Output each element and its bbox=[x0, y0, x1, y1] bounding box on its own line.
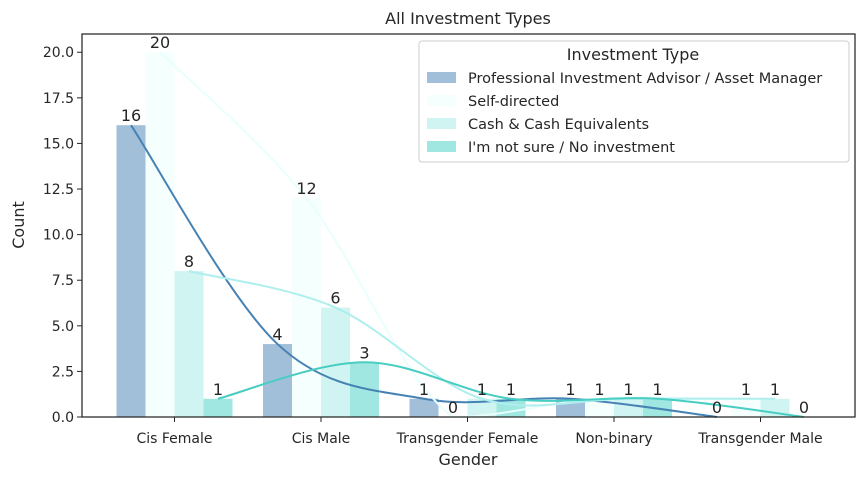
bar bbox=[585, 398, 614, 417]
bar-value-label: 1 bbox=[506, 380, 516, 399]
legend: Investment Type Professional Investment … bbox=[418, 40, 850, 163]
bar bbox=[203, 398, 233, 417]
legend-swatch bbox=[427, 118, 456, 129]
bar bbox=[145, 52, 175, 417]
x-tick-label: Transgender Male bbox=[697, 431, 822, 447]
y-tick-label: 15.0 bbox=[43, 136, 74, 152]
bar-value-label: 8 bbox=[184, 252, 194, 271]
bar bbox=[409, 398, 439, 417]
legend-label: Cash & Cash Equivalents bbox=[468, 117, 649, 133]
legend-swatch bbox=[427, 72, 456, 83]
bar-value-label: 12 bbox=[296, 179, 316, 198]
bar bbox=[321, 307, 350, 417]
bar bbox=[614, 398, 643, 417]
trend-line bbox=[217, 361, 805, 418]
bar-value-label: 0 bbox=[712, 398, 722, 417]
bar-value-label: 1 bbox=[741, 380, 751, 399]
x-tick-label: Cis Female bbox=[136, 431, 212, 447]
y-tick-label: 7.5 bbox=[52, 273, 74, 289]
bar bbox=[467, 398, 497, 417]
bar-value-label: 1 bbox=[652, 380, 662, 399]
y-axis-title: Count bbox=[9, 201, 28, 249]
trend-line bbox=[130, 124, 718, 418]
y-tick-label: 12.5 bbox=[43, 182, 74, 198]
y-tick-label: 5.0 bbox=[52, 319, 74, 335]
y-tick-label: 17.5 bbox=[43, 91, 74, 107]
legend-label: Professional Investment Advisor / Asset … bbox=[468, 71, 822, 87]
bar-value-label: 20 bbox=[150, 33, 170, 52]
legend-title: Investment Type bbox=[567, 45, 699, 64]
bar-value-label: 1 bbox=[770, 380, 780, 399]
legend-swatch bbox=[427, 95, 456, 106]
y-tick-label: 10.0 bbox=[43, 228, 74, 244]
bar bbox=[292, 198, 321, 417]
y-axis: 0.0 2.5 5.0 7.5 10.0 12.5 15.0 17.5 20.0 bbox=[43, 45, 82, 426]
x-tick-label: Non-binary bbox=[575, 431, 652, 447]
x-tick-label: Transgender Female bbox=[396, 431, 539, 447]
bar-value-label: 3 bbox=[359, 343, 369, 362]
bar-value-label: 0 bbox=[799, 398, 809, 417]
bar bbox=[174, 271, 204, 417]
legend-items: Professional Investment Advisor / Asset … bbox=[427, 71, 822, 156]
y-tick-label: 2.5 bbox=[52, 364, 74, 380]
y-tick-label: 0.0 bbox=[52, 410, 74, 426]
bar-value-label: 1 bbox=[594, 380, 604, 399]
chart-title: All Investment Types bbox=[385, 9, 551, 28]
y-tick-label: 20.0 bbox=[43, 45, 74, 61]
bar-value-label: 1 bbox=[477, 380, 487, 399]
legend-swatch bbox=[427, 141, 456, 152]
legend-label: I'm not sure / No investment bbox=[468, 140, 675, 156]
plot-frame bbox=[81, 33, 856, 418]
x-axis: Cis Female Cis Male Transgender Female Non-… bbox=[136, 417, 823, 447]
bar bbox=[116, 125, 146, 417]
legend-label: Self-directed bbox=[468, 94, 559, 110]
curves-layer bbox=[130, 51, 805, 419]
bar-value-label: 1 bbox=[419, 380, 429, 399]
bar-value-label: 4 bbox=[272, 325, 282, 344]
trend-line bbox=[188, 270, 775, 407]
bar-value-label: 0 bbox=[448, 398, 458, 417]
bar-value-label: 1 bbox=[565, 380, 575, 399]
bar-value-label: 1 bbox=[623, 380, 633, 399]
bar-value-label: 16 bbox=[121, 106, 141, 125]
legend-frame bbox=[418, 40, 850, 163]
bars-layer bbox=[116, 52, 790, 417]
bar-value-label: 6 bbox=[330, 289, 340, 308]
x-tick-label: Cis Male bbox=[292, 431, 351, 447]
x-axis-title: Gender bbox=[439, 450, 498, 469]
bar-value-label: 1 bbox=[213, 380, 223, 399]
